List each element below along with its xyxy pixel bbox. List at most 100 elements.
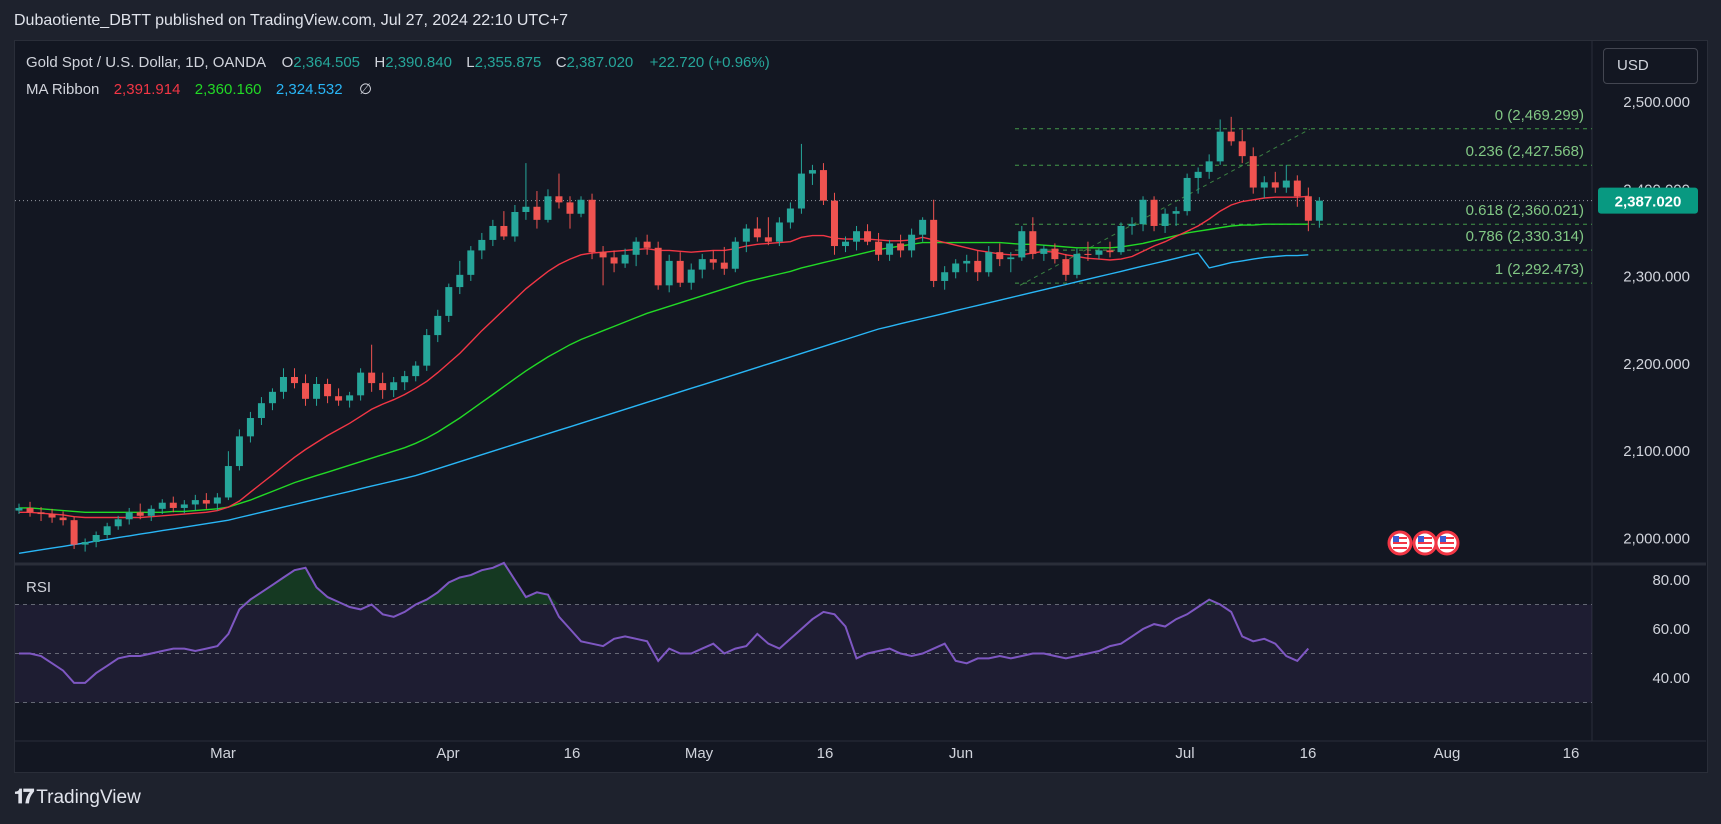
candle-body[interactable] bbox=[92, 535, 100, 542]
candle-body[interactable] bbox=[125, 512, 133, 520]
candle-body[interactable] bbox=[599, 252, 607, 258]
candle-body[interactable] bbox=[775, 222, 783, 242]
candle-body[interactable] bbox=[456, 274, 464, 288]
tradingview-logo[interactable]: 𝟏𝟕 TradingView bbox=[14, 786, 141, 809]
candle-body[interactable] bbox=[202, 500, 210, 504]
symbol-title[interactable]: Gold Spot / U.S. Dollar, 1D, OANDA bbox=[26, 54, 266, 71]
candle-body[interactable] bbox=[434, 315, 442, 336]
candle-body[interactable] bbox=[224, 466, 232, 498]
candle-body[interactable] bbox=[1007, 257, 1015, 260]
candle-body[interactable] bbox=[1029, 231, 1037, 254]
candle-body[interactable] bbox=[70, 520, 78, 545]
candle-body[interactable] bbox=[246, 418, 254, 437]
candle-body[interactable] bbox=[136, 512, 144, 516]
candle-body[interactable] bbox=[213, 497, 221, 504]
candle-body[interactable] bbox=[853, 231, 861, 242]
candle-body[interactable] bbox=[963, 260, 971, 264]
rsi-label[interactable]: RSI bbox=[26, 579, 52, 596]
candle-body[interactable] bbox=[191, 500, 199, 505]
candle-body[interactable] bbox=[1194, 171, 1202, 178]
candle-body[interactable] bbox=[1249, 156, 1257, 188]
candle-body[interactable] bbox=[500, 225, 508, 237]
candle-body[interactable] bbox=[478, 239, 486, 251]
candle-body[interactable] bbox=[390, 382, 398, 391]
candle-body[interactable] bbox=[235, 436, 243, 467]
candle-body[interactable] bbox=[830, 200, 838, 247]
candle-body[interactable] bbox=[819, 170, 827, 201]
candle-body[interactable] bbox=[324, 383, 332, 397]
candle-body[interactable] bbox=[654, 247, 662, 286]
candle-body[interactable] bbox=[566, 202, 574, 214]
candle-body[interactable] bbox=[621, 254, 629, 264]
candle-body[interactable] bbox=[147, 508, 155, 516]
candle-body[interactable] bbox=[1150, 199, 1158, 226]
candle-body[interactable] bbox=[368, 372, 376, 384]
candle-body[interactable] bbox=[985, 252, 993, 273]
candle-body[interactable] bbox=[1183, 177, 1191, 212]
currency-button[interactable]: USD bbox=[1603, 48, 1698, 84]
candle-body[interactable] bbox=[676, 260, 684, 283]
candle-body[interactable] bbox=[1238, 141, 1246, 157]
candle-body[interactable] bbox=[742, 228, 750, 242]
candle-body[interactable] bbox=[279, 376, 287, 392]
candle-body[interactable] bbox=[1139, 199, 1147, 225]
candle-body[interactable] bbox=[643, 241, 651, 248]
candle-body[interactable] bbox=[335, 396, 343, 401]
candle-body[interactable] bbox=[864, 231, 872, 242]
candle-body[interactable] bbox=[753, 228, 761, 238]
candle-body[interactable] bbox=[180, 504, 188, 508]
candle-body[interactable] bbox=[731, 241, 739, 269]
candle-body[interactable] bbox=[588, 199, 596, 253]
candle-body[interactable] bbox=[257, 403, 265, 419]
candle-body[interactable] bbox=[313, 383, 321, 399]
candle-body[interactable] bbox=[698, 259, 706, 270]
candle-body[interactable] bbox=[522, 206, 530, 212]
candle-body[interactable] bbox=[158, 502, 166, 509]
candle-body[interactable] bbox=[15, 507, 23, 511]
candle-body[interactable] bbox=[1293, 180, 1301, 197]
candle-body[interactable] bbox=[467, 250, 475, 275]
candle-body[interactable] bbox=[302, 383, 310, 399]
candle-body[interactable] bbox=[875, 241, 883, 255]
candle-body[interactable] bbox=[632, 241, 640, 255]
candle-body[interactable] bbox=[37, 512, 45, 515]
candle-body[interactable] bbox=[555, 196, 563, 203]
candle-body[interactable] bbox=[1128, 224, 1136, 226]
candle-body[interactable] bbox=[1084, 253, 1092, 255]
candle-body[interactable] bbox=[1117, 225, 1125, 253]
candle-body[interactable] bbox=[346, 395, 354, 401]
candle-body[interactable] bbox=[1271, 182, 1279, 188]
candle-body[interactable] bbox=[709, 259, 717, 263]
candle-body[interactable] bbox=[379, 383, 387, 391]
candle-body[interactable] bbox=[1282, 180, 1290, 188]
candle-body[interactable] bbox=[897, 243, 905, 251]
candle-body[interactable] bbox=[886, 243, 894, 255]
candle-body[interactable] bbox=[489, 225, 497, 240]
candle-body[interactable] bbox=[908, 234, 916, 251]
candle-body[interactable] bbox=[996, 252, 1004, 260]
candle-body[interactable] bbox=[1062, 259, 1070, 275]
candle-body[interactable] bbox=[720, 262, 728, 269]
candle-body[interactable] bbox=[687, 269, 695, 283]
candle-body[interactable] bbox=[291, 376, 298, 384]
candle-body[interactable] bbox=[1315, 200, 1323, 221]
candle-body[interactable] bbox=[1040, 248, 1048, 254]
candle-body[interactable] bbox=[797, 173, 805, 209]
candle-body[interactable] bbox=[764, 237, 772, 242]
candle-body[interactable] bbox=[1227, 131, 1235, 142]
candle-body[interactable] bbox=[919, 219, 927, 235]
candle-body[interactable] bbox=[941, 272, 949, 281]
candle-body[interactable] bbox=[412, 365, 420, 377]
candle-body[interactable] bbox=[103, 526, 111, 536]
candle-body[interactable] bbox=[114, 519, 122, 527]
candle-body[interactable] bbox=[533, 206, 541, 220]
candle-body[interactable] bbox=[974, 260, 982, 273]
candle-body[interactable] bbox=[952, 263, 960, 273]
ma-ribbon-label[interactable]: MA Ribbon bbox=[26, 81, 100, 98]
candle-body[interactable] bbox=[268, 391, 276, 404]
candle-body[interactable] bbox=[48, 514, 56, 518]
candle-body[interactable] bbox=[1073, 253, 1081, 275]
candle-body[interactable] bbox=[577, 199, 585, 214]
candle-body[interactable] bbox=[808, 170, 816, 174]
